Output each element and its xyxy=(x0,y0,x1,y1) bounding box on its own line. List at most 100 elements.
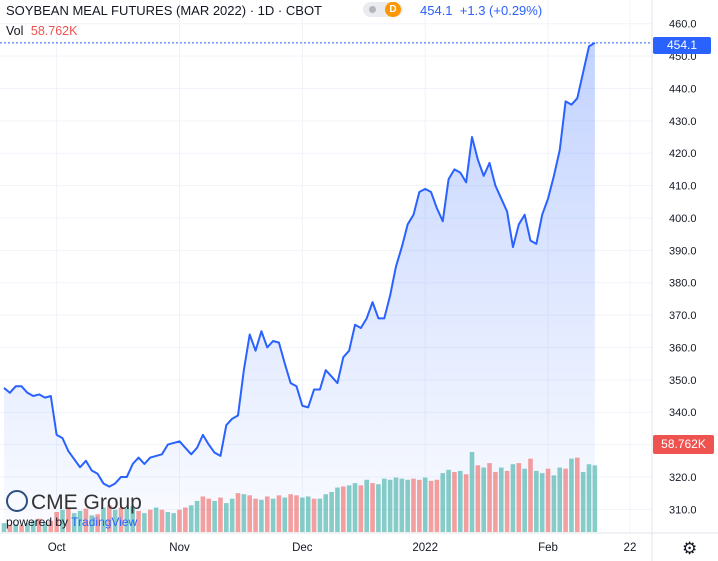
delayed-data-icon: D xyxy=(385,2,401,17)
volume-bar xyxy=(159,509,165,532)
volume-bar xyxy=(83,508,89,532)
volume-bar xyxy=(177,509,182,532)
logo-text: CME Group xyxy=(31,491,142,514)
volume-bar xyxy=(393,477,399,532)
volume-bar xyxy=(563,468,568,532)
volume-bar xyxy=(575,457,580,532)
volume-bar xyxy=(317,498,323,532)
volume-bar xyxy=(124,508,130,532)
separator: · xyxy=(249,3,255,18)
y-tick-label: 310.0 xyxy=(669,504,697,516)
volume-bar xyxy=(528,458,533,532)
volume-bar xyxy=(493,472,498,532)
volume-bar xyxy=(30,520,36,532)
globe-icon xyxy=(6,490,28,512)
price-line[interactable] xyxy=(3,41,596,488)
volume-bar xyxy=(428,480,434,532)
volume-bar xyxy=(475,465,481,532)
volume-bar xyxy=(463,474,469,532)
volume-bar xyxy=(586,464,592,532)
powered-by-label: powered by xyxy=(6,515,69,529)
volume-bar xyxy=(89,515,95,532)
volume-bar xyxy=(481,467,486,532)
status-dot-icon xyxy=(369,6,376,13)
volume-bar xyxy=(136,510,141,532)
volume-bar xyxy=(458,470,463,532)
volume-bar xyxy=(516,463,522,532)
volume-bar xyxy=(446,469,451,532)
volume-bar xyxy=(36,518,42,532)
y-tick-label: 390.0 xyxy=(669,245,697,257)
volume-bar xyxy=(358,485,364,532)
symbol-name[interactable]: SOYBEAN MEAL FUTURES (MAR 2022) xyxy=(6,3,247,18)
x-tick-label: Nov xyxy=(169,542,190,554)
volume-bar xyxy=(130,506,135,532)
volume-bar xyxy=(305,496,311,532)
volume-bar xyxy=(381,478,387,532)
y-tick-label: 450.0 xyxy=(669,51,697,63)
volume-bar xyxy=(247,495,252,532)
y-tick-label: 420.0 xyxy=(669,148,697,160)
volume-bar xyxy=(107,505,112,532)
volume-bar xyxy=(405,479,410,532)
volume-bar xyxy=(48,520,54,532)
y-tick-label: 340.0 xyxy=(669,407,697,419)
volume-bar xyxy=(153,507,159,532)
tradingview-link[interactable]: TradingView xyxy=(71,515,138,529)
volume-bar xyxy=(417,479,422,532)
volume-bar xyxy=(60,509,65,532)
y-tick-label: 320.0 xyxy=(669,472,697,484)
volume-bar xyxy=(399,478,405,532)
volume-bar xyxy=(580,472,586,532)
volume-bar xyxy=(212,500,217,532)
volume-bar xyxy=(241,494,247,532)
volume-bar xyxy=(557,467,563,532)
volume-bar xyxy=(569,458,574,532)
volume-bar xyxy=(270,498,276,532)
volume-bar xyxy=(288,494,293,532)
cme-group-logo[interactable]: CME Group xyxy=(6,490,142,515)
volume-bar xyxy=(95,514,100,532)
x-tick-label: Dec xyxy=(292,542,313,554)
volume-bar xyxy=(411,478,416,532)
volume-bar xyxy=(498,467,504,532)
volume-bar xyxy=(551,475,557,532)
volume-bar xyxy=(7,525,13,532)
volume-bar xyxy=(206,498,212,532)
volume-bar xyxy=(370,483,375,532)
volume-label: Vol xyxy=(6,24,24,38)
chart-header: SOYBEAN MEAL FUTURES (MAR 2022) · 1D · C… xyxy=(6,3,322,18)
volume-bar xyxy=(259,499,264,532)
volume-bar xyxy=(276,495,282,532)
powered-by[interactable]: powered by TradingView xyxy=(6,515,137,529)
volume-bar xyxy=(300,497,305,532)
volume-bar xyxy=(440,473,446,532)
volume-bar xyxy=(218,497,223,532)
price-quote: 454.1 +1.3 (+0.29%) xyxy=(420,3,542,18)
gear-icon[interactable]: ⚙ xyxy=(682,539,698,558)
interval-label[interactable]: 1D xyxy=(257,3,275,18)
volume-bar xyxy=(452,472,457,532)
volume-bar xyxy=(376,484,381,532)
market-status-badge[interactable]: D xyxy=(363,2,403,17)
volume-legend[interactable]: Vol 58.762K xyxy=(6,24,77,38)
volume-bar xyxy=(229,498,235,532)
volume-bar xyxy=(264,496,270,532)
volume-bar xyxy=(188,505,194,532)
volume-bar xyxy=(311,498,317,532)
volume-bar xyxy=(341,486,346,532)
volume-bar xyxy=(434,479,440,532)
volume-bar xyxy=(510,464,516,532)
volume-bar xyxy=(200,496,206,532)
volume-bar xyxy=(165,512,171,532)
y-tick-label: 370.0 xyxy=(669,310,697,322)
x-tick-label: Feb xyxy=(538,542,558,554)
x-tick-label: 2022 xyxy=(412,542,438,554)
volume-bar xyxy=(469,452,475,532)
last-price: 454.1 xyxy=(420,3,453,18)
separator: · xyxy=(277,3,283,18)
volume-bar xyxy=(235,493,241,532)
volume-bar xyxy=(504,470,510,532)
y-tick-label: 360.0 xyxy=(669,342,697,354)
